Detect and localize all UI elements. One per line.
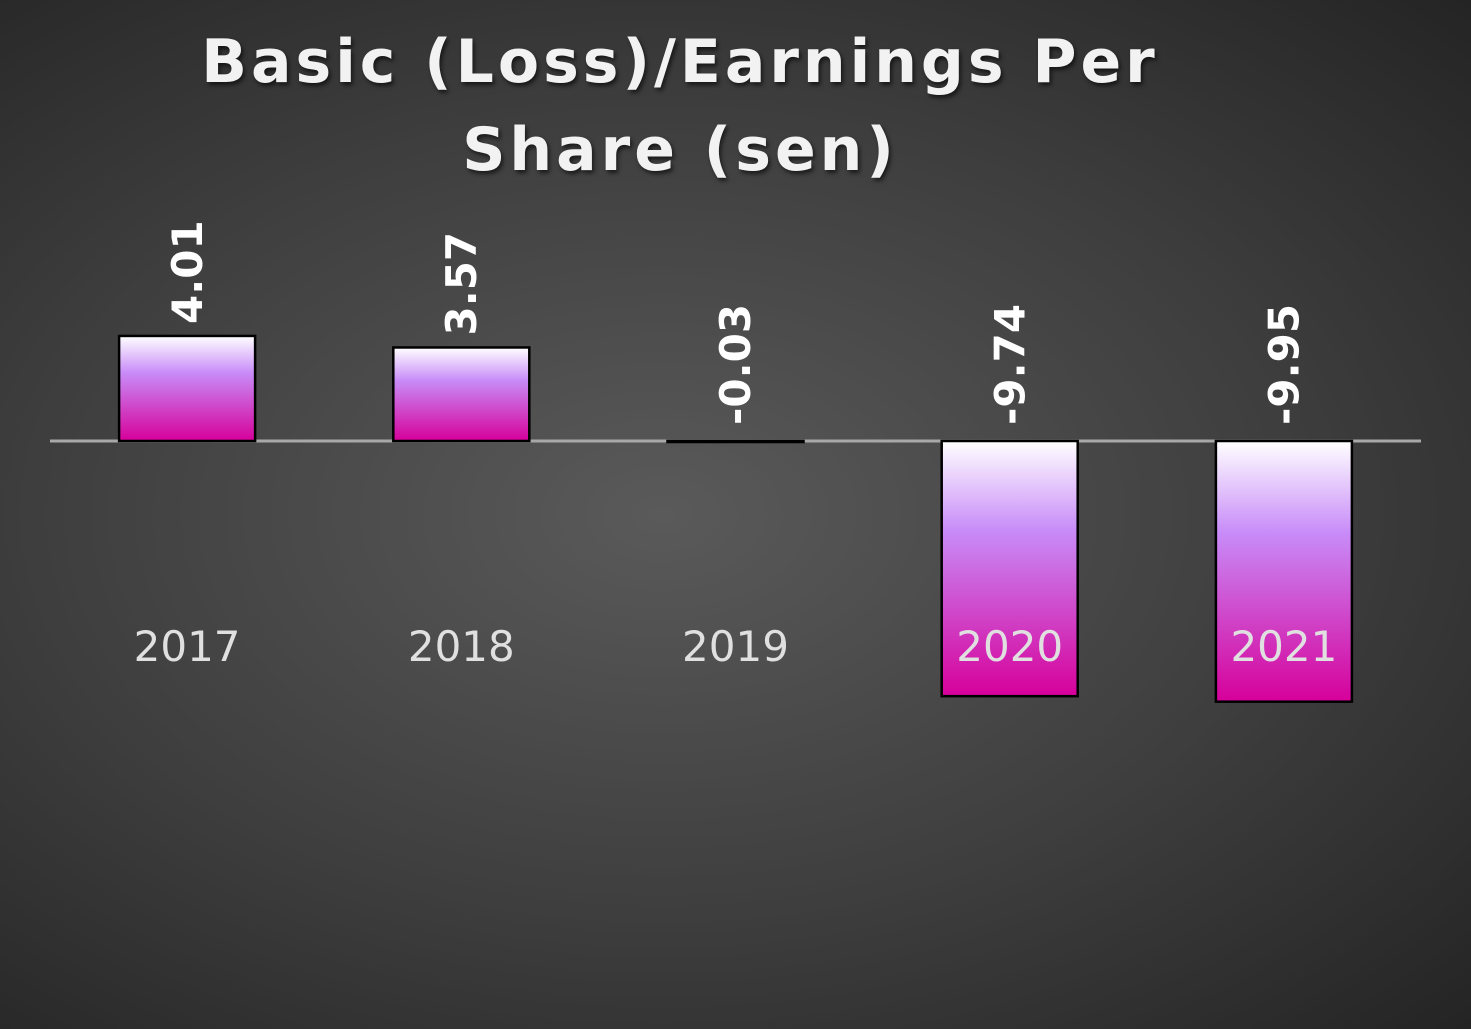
x-tick-label: 2017 [134,622,241,671]
chart-title: Basic (Loss)/Earnings Per Share (sen) [201,27,1159,185]
bar [666,439,805,444]
x-tick-label: 2021 [1230,622,1337,671]
bar [117,334,257,443]
bar [940,439,1079,698]
bar [392,346,531,443]
data-label: -0.03 [711,304,760,425]
x-tick-label: 2019 [682,622,789,671]
data-label: 3.57 [437,232,486,336]
x-tick-label: 2018 [408,622,515,671]
x-tick-label: 2020 [956,622,1063,671]
bar [1214,439,1354,703]
data-label: 4.01 [163,220,212,324]
data-label: -9.95 [1260,304,1309,425]
data-label: -9.74 [985,304,1034,425]
